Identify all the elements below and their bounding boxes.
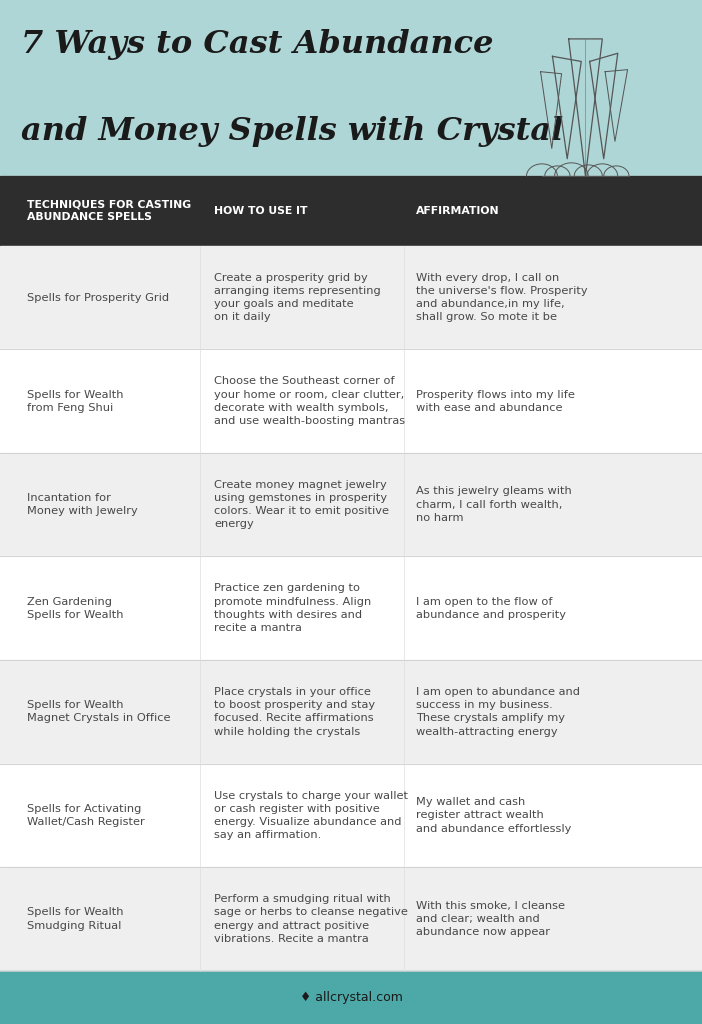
Text: AFFIRMATION: AFFIRMATION bbox=[416, 206, 499, 216]
Text: Spells for Activating
Wallet/Cash Register: Spells for Activating Wallet/Cash Regist… bbox=[27, 804, 145, 827]
Text: Create a prosperity grid by
arranging items representing
your goals and meditate: Create a prosperity grid by arranging it… bbox=[214, 272, 381, 323]
Text: HOW TO USE IT: HOW TO USE IT bbox=[214, 206, 307, 216]
Text: Spells for Prosperity Grid: Spells for Prosperity Grid bbox=[27, 293, 168, 302]
Bar bbox=[0, 556, 702, 660]
Text: Place crystals in your office
to boost prosperity and stay
focused. Recite affir: Place crystals in your office to boost p… bbox=[214, 687, 376, 736]
Bar bbox=[0, 453, 702, 556]
Text: I am open to the flow of
abundance and prosperity: I am open to the flow of abundance and p… bbox=[416, 597, 566, 620]
Text: Create money magnet jewelry
using gemstones in prosperity
colors. Wear it to emi: Create money magnet jewelry using gemsto… bbox=[214, 480, 389, 529]
Text: I am open to abundance and
success in my business.
These crystals amplify my
wea: I am open to abundance and success in my… bbox=[416, 687, 580, 736]
Bar bbox=[0, 764, 702, 867]
Bar bbox=[0, 349, 702, 453]
Text: Spells for Wealth
Smudging Ritual: Spells for Wealth Smudging Ritual bbox=[27, 907, 123, 931]
Text: Prosperity flows into my life
with ease and abundance: Prosperity flows into my life with ease … bbox=[416, 389, 574, 413]
Text: Incantation for
Money with Jewelry: Incantation for Money with Jewelry bbox=[27, 494, 138, 516]
Bar bbox=[0, 971, 702, 1024]
Text: Perform a smudging ritual with
sage or herbs to cleanse negative
energy and attr: Perform a smudging ritual with sage or h… bbox=[214, 894, 408, 944]
Bar bbox=[0, 246, 702, 349]
Text: Use crystals to charge your wallet
or cash register with positive
energy. Visual: Use crystals to charge your wallet or ca… bbox=[214, 791, 408, 841]
Text: As this jewelry gleams with
charm, I call forth wealth,
no harm: As this jewelry gleams with charm, I cal… bbox=[416, 486, 571, 523]
Text: Spells for Wealth
from Feng Shui: Spells for Wealth from Feng Shui bbox=[27, 389, 123, 413]
Bar bbox=[0, 867, 702, 971]
Text: 7 Ways to Cast Abundance: 7 Ways to Cast Abundance bbox=[21, 29, 494, 59]
Text: Spells for Wealth
Magnet Crystals in Office: Spells for Wealth Magnet Crystals in Off… bbox=[27, 700, 170, 723]
Bar bbox=[0, 0, 702, 176]
Text: and Money Spells with Crystal: and Money Spells with Crystal bbox=[21, 116, 563, 146]
Text: With this smoke, I cleanse
and clear; wealth and
abundance now appear: With this smoke, I cleanse and clear; we… bbox=[416, 901, 564, 937]
Text: My wallet and cash
register attract wealth
and abundance effortlessly: My wallet and cash register attract weal… bbox=[416, 798, 571, 834]
Text: With every drop, I call on
the universe's flow. Prosperity
and abundance,in my l: With every drop, I call on the universe'… bbox=[416, 272, 587, 323]
Bar bbox=[0, 660, 702, 764]
Text: TECHNIQUES FOR CASTING
ABUNDANCE SPELLS: TECHNIQUES FOR CASTING ABUNDANCE SPELLS bbox=[27, 200, 191, 222]
Text: Choose the Southeast corner of
your home or room, clear clutter,
decorate with w: Choose the Southeast corner of your home… bbox=[214, 376, 405, 426]
Text: ♦ allcrystal.com: ♦ allcrystal.com bbox=[300, 991, 402, 1004]
Bar bbox=[0, 176, 702, 246]
Text: Practice zen gardening to
promote mindfulness. Align
thoughts with desires and
r: Practice zen gardening to promote mindfu… bbox=[214, 584, 371, 633]
Text: Zen Gardening
Spells for Wealth: Zen Gardening Spells for Wealth bbox=[27, 597, 123, 620]
Bar bbox=[0, 176, 702, 971]
